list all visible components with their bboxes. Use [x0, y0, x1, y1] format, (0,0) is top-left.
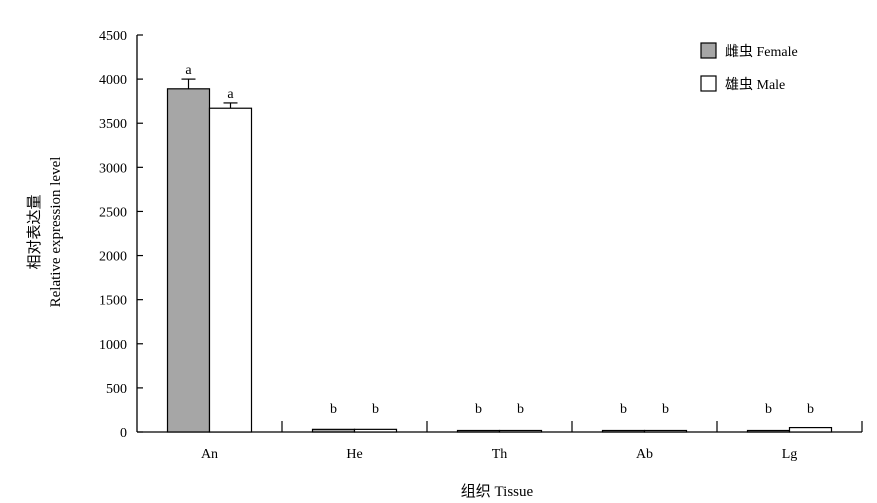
significance-label: b: [475, 402, 482, 417]
significance-label: b: [517, 402, 524, 417]
y-tick-label: 4500: [99, 29, 127, 44]
y-tick-label: 3000: [99, 161, 127, 176]
x-axis-title: 组织 Tissue: [461, 483, 534, 500]
significance-label: b: [372, 402, 379, 417]
x-tick-label: Th: [492, 447, 508, 462]
significance-label: a: [185, 63, 192, 78]
bar-female-he: [311, 428, 356, 433]
legend-swatch-female: [700, 42, 717, 59]
bar-female-ab: [601, 429, 646, 433]
bar-male-lg: [788, 426, 833, 433]
y-tick-label: 4000: [99, 73, 127, 88]
significance-label: b: [330, 402, 337, 417]
x-tick-label: An: [201, 447, 218, 462]
y-axis: 0 500 1000 1500 2000 2500 3000 3500 4000 4500: [99, 29, 143, 441]
legend-label-male: 雄虫 Male: [725, 77, 785, 93]
legend: 雌虫 Female 雄虫 Male: [700, 42, 798, 93]
y-axis-title-en: Relative expression level: [48, 157, 64, 308]
legend-label-female: 雌虫 Female: [725, 44, 798, 60]
significance-label: b: [620, 402, 627, 417]
y-tick-label: 3500: [99, 117, 127, 132]
y-tick-label: 1000: [99, 338, 127, 353]
x-tick-label: Lg: [782, 447, 798, 462]
bars: [166, 78, 833, 433]
bar-male-th: [498, 429, 543, 433]
significance-label: a: [227, 87, 234, 102]
bar-male-ab: [643, 429, 688, 433]
legend-swatch-male: [700, 75, 717, 92]
bar-female-lg: [746, 429, 791, 433]
y-tick-label: 1500: [99, 294, 127, 309]
y-tick-label: 500: [106, 382, 127, 397]
significance-label: b: [765, 402, 772, 417]
y-axis-title: 相对表达量 Relative expression level: [26, 157, 64, 308]
significance-label: b: [662, 402, 669, 417]
bar-labels: a a b b b b b b b b: [185, 63, 814, 417]
bar-male-an: [208, 107, 253, 433]
y-tick-label: 2000: [99, 250, 127, 265]
x-tick-label: Ab: [636, 447, 653, 462]
significance-label: b: [807, 402, 814, 417]
bar-female-th: [456, 429, 501, 433]
y-axis-title-cn: 相对表达量: [26, 194, 43, 269]
x-tick-label: He: [346, 447, 362, 462]
bar-female-an: [166, 88, 211, 433]
y-tick-label: 0: [120, 426, 127, 441]
y-tick-label: 2500: [99, 205, 127, 220]
bar-male-he: [353, 428, 398, 433]
